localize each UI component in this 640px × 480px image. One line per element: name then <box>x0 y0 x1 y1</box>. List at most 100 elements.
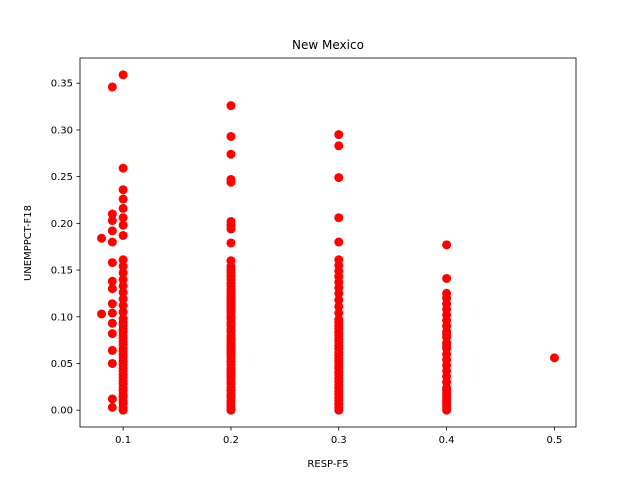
data-point <box>118 301 128 311</box>
y-axis-label: UNEMPPCT-F18 <box>23 205 34 281</box>
data-point <box>107 358 117 368</box>
data-point <box>118 194 128 204</box>
data-point <box>118 307 128 317</box>
data-point <box>107 402 117 412</box>
data-point <box>334 130 344 140</box>
data-point <box>442 273 452 283</box>
y-tick-label: 0.10 <box>51 312 73 323</box>
data-point <box>118 70 128 80</box>
data-point <box>118 370 128 380</box>
data-point <box>334 288 344 298</box>
data-point <box>107 318 117 328</box>
data-point <box>442 240 452 250</box>
data-point <box>334 396 344 406</box>
data-point <box>226 301 236 311</box>
data-point <box>118 376 128 386</box>
data-point <box>118 213 128 223</box>
data-point <box>107 394 117 404</box>
data-point <box>118 396 128 406</box>
data-point <box>118 294 128 304</box>
data-point <box>226 177 236 187</box>
data-point <box>97 309 107 319</box>
data-point <box>226 314 236 324</box>
data-point <box>107 237 117 247</box>
y-axis-ticks: 0.00 0.05 0.10 0.15 0.20 0.25 0.30 0.35 <box>51 79 80 417</box>
data-point <box>118 261 128 271</box>
data-point <box>334 350 344 360</box>
data-point <box>118 363 128 373</box>
x-tick-label: 0.3 <box>331 435 347 446</box>
y-tick-label: 0.00 <box>51 406 73 417</box>
y-tick-label: 0.05 <box>51 359 73 370</box>
data-points <box>97 70 559 415</box>
data-point <box>118 337 128 347</box>
data-point <box>334 330 344 340</box>
data-point <box>226 131 236 141</box>
data-point <box>226 295 236 305</box>
data-point <box>334 363 344 373</box>
x-axis-ticks: 0.1 0.2 0.3 0.4 0.5 <box>115 427 562 446</box>
data-point <box>334 317 344 327</box>
data-point <box>118 330 128 340</box>
data-point <box>226 359 236 369</box>
data-point <box>442 386 452 396</box>
data-point <box>334 357 344 367</box>
data-point <box>334 344 344 354</box>
data-point <box>107 216 117 226</box>
data-point <box>334 308 344 318</box>
data-point <box>226 101 236 111</box>
data-point <box>334 389 344 399</box>
data-point <box>107 299 117 309</box>
data-point <box>334 370 344 380</box>
data-point <box>226 274 236 284</box>
data-point <box>334 173 344 183</box>
x-tick-label: 0.4 <box>439 435 455 446</box>
data-point <box>334 301 344 311</box>
data-point <box>334 237 344 247</box>
data-point <box>118 230 128 240</box>
data-point <box>118 389 128 399</box>
data-point <box>97 233 107 243</box>
data-point <box>226 392 236 402</box>
data-point <box>226 281 236 291</box>
data-point <box>118 287 128 297</box>
y-tick-label: 0.20 <box>51 219 73 230</box>
data-point <box>107 329 117 339</box>
data-point <box>107 226 117 236</box>
data-point <box>334 376 344 386</box>
data-point <box>118 203 128 213</box>
data-point <box>107 82 117 92</box>
data-point <box>549 353 559 363</box>
data-point <box>334 213 344 223</box>
data-point <box>118 268 128 278</box>
data-point <box>442 330 452 340</box>
data-point <box>107 345 117 355</box>
data-point <box>226 288 236 298</box>
x-tick-label: 0.1 <box>115 435 131 446</box>
data-point <box>226 367 236 377</box>
y-tick-label: 0.30 <box>51 125 73 136</box>
data-point <box>226 341 236 351</box>
data-point <box>334 141 344 151</box>
data-point <box>118 274 128 284</box>
data-point <box>118 281 128 291</box>
y-tick-label: 0.35 <box>51 79 73 90</box>
data-point <box>226 347 236 357</box>
data-point <box>226 149 236 159</box>
data-point <box>118 357 128 367</box>
data-point <box>118 163 128 173</box>
data-point <box>118 350 128 360</box>
data-point <box>226 327 236 337</box>
data-point <box>107 284 117 294</box>
x-tick-label: 0.2 <box>223 435 239 446</box>
data-point <box>226 379 236 389</box>
data-point <box>334 337 344 347</box>
data-point <box>118 220 128 230</box>
data-point <box>226 238 236 248</box>
data-point <box>226 224 236 234</box>
data-point <box>226 268 236 278</box>
data-point <box>118 344 128 354</box>
data-point <box>118 383 128 393</box>
data-point <box>107 276 117 286</box>
